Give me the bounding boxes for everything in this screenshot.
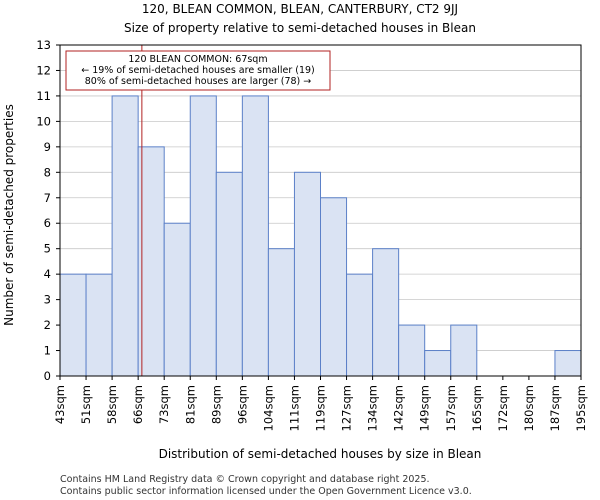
x-tick-label: 187sqm bbox=[548, 385, 562, 431]
y-tick-label: 13 bbox=[36, 38, 51, 52]
bar bbox=[241, 95, 269, 377]
x-axis-label: Distribution of semi-detached houses by … bbox=[159, 447, 482, 461]
x-tick-label: 104sqm bbox=[261, 385, 275, 431]
x-tick-label: 111sqm bbox=[287, 385, 301, 431]
x-tick-label: 180sqm bbox=[522, 385, 536, 431]
bar bbox=[293, 171, 322, 377]
x-tick-label: 119sqm bbox=[314, 385, 328, 431]
bar bbox=[59, 273, 87, 377]
annotation-box: 120 BLEAN COMMON: 67sqm ← 19% of semi-de… bbox=[65, 50, 331, 91]
footer-line-2: Contains public sector information licen… bbox=[60, 486, 472, 497]
y-tick-label: 7 bbox=[44, 191, 51, 205]
x-tick-label: 195sqm bbox=[574, 385, 588, 431]
y-axis-label: Number of semi-detached properties bbox=[2, 104, 16, 326]
annotation-line-3: 80% of semi-detached houses are larger (… bbox=[85, 76, 312, 87]
x-tick-label: 81sqm bbox=[183, 385, 197, 424]
x-tick-label: 134sqm bbox=[366, 385, 380, 431]
bars bbox=[59, 95, 582, 377]
y-tick-label: 9 bbox=[44, 140, 51, 154]
bar bbox=[424, 350, 452, 377]
bar bbox=[189, 95, 217, 377]
x-tick-label: 58sqm bbox=[105, 385, 119, 424]
bar bbox=[215, 171, 243, 377]
bar bbox=[372, 248, 400, 377]
x-tick-label: 89sqm bbox=[209, 385, 223, 424]
x-tick-label: 127sqm bbox=[340, 385, 354, 431]
x-tick-label: 43sqm bbox=[53, 385, 67, 424]
bar bbox=[554, 350, 582, 377]
bar bbox=[111, 95, 139, 377]
x-tick-label: 66sqm bbox=[131, 385, 145, 424]
bar bbox=[85, 273, 113, 377]
footer-line-1: Contains HM Land Registry data © Crown c… bbox=[60, 474, 430, 485]
chart-title: 120, BLEAN COMMON, BLEAN, CANTERBURY, CT… bbox=[142, 2, 458, 16]
x-tick-label: 172sqm bbox=[496, 385, 510, 431]
x-tick-label: 165sqm bbox=[470, 385, 484, 431]
x-tick-label: 149sqm bbox=[418, 385, 432, 431]
annotation-line-2: ← 19% of semi-detached houses are smalle… bbox=[81, 65, 315, 76]
annotation-border bbox=[65, 50, 331, 91]
y-tick-label: 8 bbox=[44, 165, 51, 179]
y-tick-label: 12 bbox=[36, 63, 51, 77]
bar bbox=[320, 197, 348, 377]
y-tick-label: 0 bbox=[44, 369, 51, 383]
bar bbox=[163, 222, 191, 377]
x-tick-label: 51sqm bbox=[79, 385, 93, 424]
bar bbox=[346, 273, 374, 377]
y-tick-label: 10 bbox=[36, 114, 51, 128]
y-tick-label: 5 bbox=[44, 242, 51, 256]
chart-subtitle: Size of property relative to semi-detach… bbox=[124, 21, 476, 35]
y-tick-label: 4 bbox=[44, 267, 51, 281]
annotation-line-1: 120 BLEAN COMMON: 67sqm bbox=[128, 54, 267, 65]
y-tick-label: 6 bbox=[44, 216, 51, 230]
x-tick-label: 73sqm bbox=[157, 385, 171, 424]
plot-frame bbox=[59, 44, 582, 377]
x-ticks: 43sqm 51sqm 58sqm 66sqm 73sqm 81sqm 89sqm 96sqm… bbox=[53, 376, 588, 431]
bar bbox=[450, 324, 478, 377]
y-tick-label: 3 bbox=[44, 293, 51, 307]
bar bbox=[398, 324, 426, 377]
y-tick-label: 1 bbox=[44, 344, 51, 358]
bar bbox=[267, 248, 295, 377]
y-tick-label: 2 bbox=[44, 318, 51, 332]
x-tick-label: 96sqm bbox=[235, 385, 249, 424]
x-tick-label: 142sqm bbox=[392, 385, 406, 431]
x-tick-label: 157sqm bbox=[444, 385, 458, 431]
y-tick-label: 11 bbox=[36, 89, 51, 103]
